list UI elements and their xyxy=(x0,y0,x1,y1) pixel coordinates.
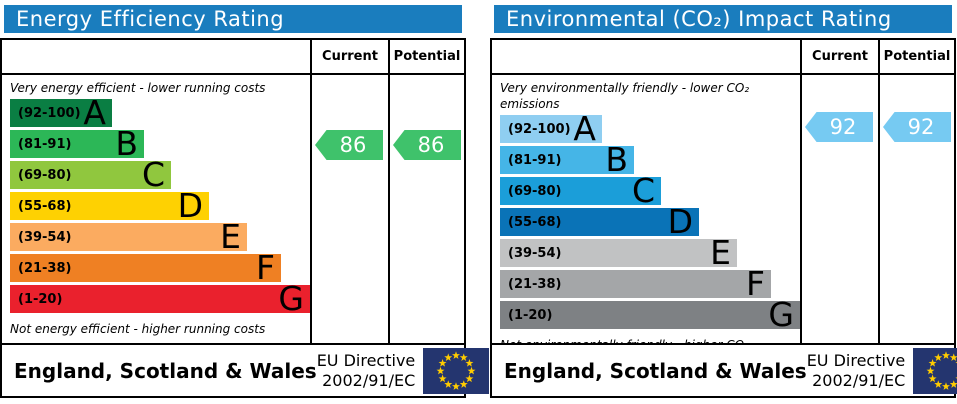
band-range: (39-54) xyxy=(18,229,72,245)
top-caption: Very energy efficient - lower running co… xyxy=(10,81,266,95)
rating-table: Current Potential Very energy efficient … xyxy=(2,40,464,343)
rating-chart: Current Potential Very energy efficient … xyxy=(0,38,490,398)
top-caption: Very environmentally friendly - lower CO… xyxy=(500,81,750,111)
band-e: (39-54) E xyxy=(500,233,737,272)
band-range: (92-100) xyxy=(508,121,571,137)
potential-column-header: Potential xyxy=(878,40,954,75)
band-letter: E xyxy=(710,233,731,272)
band-c: (69-80) C xyxy=(10,155,171,194)
region-label: England, Scotland & Wales xyxy=(14,358,317,383)
band-range: (69-80) xyxy=(508,183,562,199)
potential-value-cell: 92 xyxy=(878,75,954,343)
region-label: England, Scotland & Wales xyxy=(504,358,807,383)
band-f: (21-38) F xyxy=(500,264,771,303)
band-letter: G xyxy=(768,295,794,334)
band-a: (92-100) A xyxy=(10,93,112,132)
current-value-cell: 92 xyxy=(800,75,878,343)
environmental-impact-panel: Environmental (CO₂) Impact Rating Curren… xyxy=(490,0,957,398)
band-letter: A xyxy=(83,93,106,132)
band-d: (55-68) D xyxy=(500,202,699,241)
band-range: (21-38) xyxy=(18,260,72,276)
bottom-caption: Not environmentally friendly - higher CO… xyxy=(500,337,800,343)
rating-scale: (92-100) A (81-91) B (69-80) C (55-68) D (39-54)… xyxy=(492,109,800,334)
footer: England, Scotland & Wales EU Directive 2… xyxy=(2,343,490,396)
band-range: (81-91) xyxy=(508,152,562,168)
band-b: (81-91) B xyxy=(10,124,144,163)
band-letter: F xyxy=(256,248,275,287)
eu-directive-line1: EU Directive xyxy=(316,351,416,371)
band-f: (21-38) F xyxy=(10,248,281,287)
band-letter: B xyxy=(605,140,628,179)
band-range: (81-91) xyxy=(18,136,72,152)
band-range: (92-100) xyxy=(18,105,81,121)
potential-rating-arrow: 92 xyxy=(883,112,951,142)
band-d: (55-68) D xyxy=(10,186,209,225)
bottom-caption: Not energy efficient - higher running co… xyxy=(10,322,266,336)
band-letter: B xyxy=(115,124,138,163)
eu-flag-icon xyxy=(423,347,490,394)
eu-directive-label: EU Directive 2002/91/EC xyxy=(807,351,906,389)
header-spacer xyxy=(492,40,800,75)
panel-title: Energy Efficiency Rating xyxy=(16,7,285,31)
band-letter: D xyxy=(177,186,203,225)
panel-title-bar: Environmental (CO₂) Impact Rating xyxy=(494,5,952,33)
band-range: (21-38) xyxy=(508,276,562,292)
bands-area: Very environmentally friendly - lower CO… xyxy=(492,75,800,343)
band-letter: F xyxy=(746,264,765,303)
current-rating-arrow: 92 xyxy=(805,112,873,142)
energy-efficiency-panel: Energy Efficiency Rating Current Potenti… xyxy=(0,0,490,398)
current-value-cell: 86 xyxy=(310,75,388,343)
band-range: (55-68) xyxy=(18,198,72,214)
band-range: (55-68) xyxy=(508,214,562,230)
band-b: (81-91) B xyxy=(500,140,634,179)
current-column-header: Current xyxy=(310,40,388,75)
band-a: (92-100) A xyxy=(500,109,602,148)
band-letter: E xyxy=(220,217,241,256)
eu-directive-label: EU Directive 2002/91/EC xyxy=(317,351,416,389)
band-range: (1-20) xyxy=(18,291,63,307)
band-range: (69-80) xyxy=(18,167,72,183)
band-letter: G xyxy=(278,279,304,318)
band-letter: A xyxy=(573,109,596,148)
current-column-header: Current xyxy=(800,40,878,75)
rating-table: Current Potential Very environmentally f… xyxy=(492,40,954,343)
band-e: (39-54) E xyxy=(10,217,247,256)
band-letter: C xyxy=(631,171,655,210)
potential-rating-arrow: 86 xyxy=(393,130,461,160)
potential-value-cell: 86 xyxy=(388,75,464,343)
bands-area: Very energy efficient - lower running co… xyxy=(2,75,310,343)
band-c: (69-80) C xyxy=(500,171,661,210)
band-g: (1-20) G xyxy=(10,279,310,318)
eu-flag-icon xyxy=(913,347,957,394)
rating-scale: (92-100) A (81-91) B (69-80) C (55-68) D (39-54)… xyxy=(2,93,310,318)
rating-chart: Current Potential Very environmentally f… xyxy=(490,38,957,398)
eu-directive-line2: 2002/91/EC xyxy=(322,370,416,390)
panel-title-bar: Energy Efficiency Rating xyxy=(4,5,462,33)
band-range: (1-20) xyxy=(508,307,553,323)
band-g: (1-20) G xyxy=(500,295,800,334)
eu-directive-line2: 2002/91/EC xyxy=(812,370,906,390)
potential-column-header: Potential xyxy=(388,40,464,75)
band-range: (39-54) xyxy=(508,245,562,261)
footer: England, Scotland & Wales EU Directive 2… xyxy=(492,343,957,396)
panel-title: Environmental (CO₂) Impact Rating xyxy=(506,7,892,31)
header-spacer xyxy=(2,40,310,75)
band-letter: C xyxy=(141,155,165,194)
eu-directive-line1: EU Directive xyxy=(806,351,906,371)
band-letter: D xyxy=(667,202,693,241)
current-rating-arrow: 86 xyxy=(315,130,383,160)
